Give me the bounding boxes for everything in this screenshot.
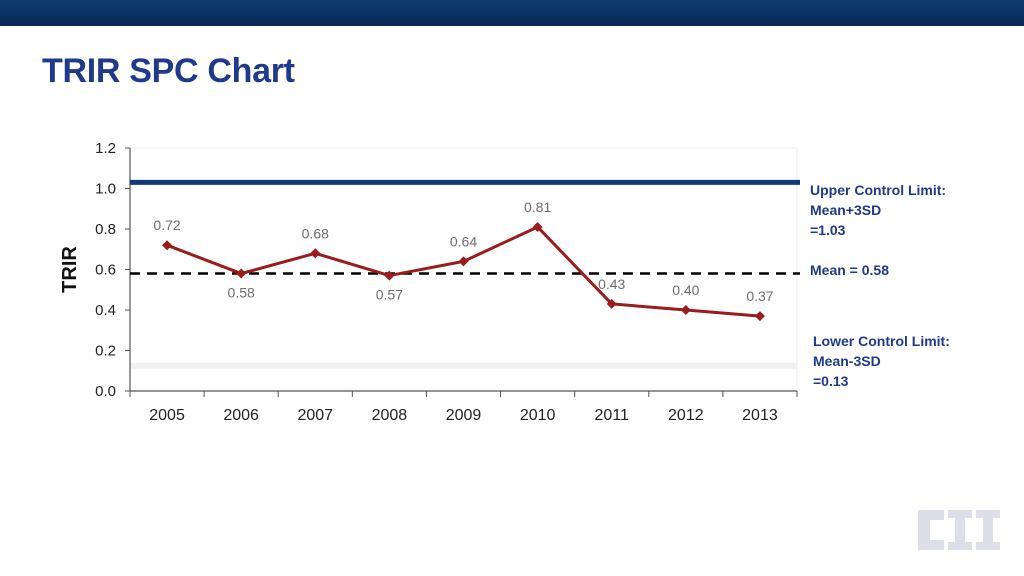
page-title: TRIR SPC Chart bbox=[42, 52, 295, 90]
x-tick-label: 2013 bbox=[742, 407, 778, 424]
mean-note-text: Mean = 0.58 bbox=[810, 262, 889, 278]
data-point bbox=[606, 298, 617, 309]
data-point bbox=[162, 240, 173, 251]
y-tick-label: 0.0 bbox=[95, 383, 116, 400]
cii-logo bbox=[918, 510, 1000, 550]
data-label: 0.57 bbox=[376, 287, 403, 303]
lcl-note-line-2: Mean-3SD bbox=[813, 353, 881, 369]
logo-letter-i bbox=[948, 510, 972, 550]
x-tick-label: 2010 bbox=[520, 407, 556, 424]
data-label: 0.81 bbox=[524, 199, 551, 215]
x-tick-label: 2012 bbox=[668, 407, 704, 424]
data-label: 0.37 bbox=[746, 288, 773, 304]
data-point bbox=[384, 270, 395, 281]
y-tick-label: 0.2 bbox=[95, 343, 116, 360]
data-label: 0.68 bbox=[302, 225, 329, 241]
y-tick-label: 1.2 bbox=[95, 140, 116, 157]
ucl-note-line-2: Mean+3SD bbox=[810, 202, 882, 218]
data-point bbox=[680, 305, 691, 315]
data-point bbox=[532, 221, 543, 232]
data-label: 0.72 bbox=[153, 217, 180, 233]
y-tick-label: 0.4 bbox=[95, 302, 116, 319]
x-tick-label: 2009 bbox=[446, 407, 482, 424]
x-tick-label: 2007 bbox=[297, 407, 333, 424]
ucl-note: Upper Control Limit: Mean+3SD =1.03 bbox=[810, 180, 946, 240]
y-axis-title: TRIR bbox=[59, 246, 81, 293]
x-tick-label: 2005 bbox=[149, 407, 185, 424]
x-tick-label: 2006 bbox=[223, 407, 259, 424]
y-tick-label: 0.6 bbox=[95, 262, 116, 279]
data-point bbox=[310, 248, 321, 259]
logo-letter-i-2 bbox=[976, 510, 1000, 550]
y-tick-label: 1.0 bbox=[95, 181, 116, 198]
data-point bbox=[754, 311, 765, 322]
lcl-note: Lower Control Limit: Mean-3SD =0.13 bbox=[813, 331, 950, 391]
ucl-note-line-1: Upper Control Limit: bbox=[810, 182, 947, 198]
data-label: 0.40 bbox=[672, 282, 699, 298]
x-tick-label: 2008 bbox=[372, 407, 408, 424]
logo-letter-c bbox=[918, 510, 944, 550]
data-point bbox=[236, 268, 247, 279]
data-label: 0.64 bbox=[450, 233, 477, 249]
data-point bbox=[458, 256, 469, 267]
header-bar bbox=[0, 0, 1024, 26]
ucl-note-line-3: =1.03 bbox=[810, 222, 846, 238]
data-label: 0.43 bbox=[598, 276, 625, 292]
y-tick-label: 0.8 bbox=[95, 221, 116, 238]
lcl-note-line-1: Lower Control Limit: bbox=[813, 333, 950, 349]
lcl-note-line-3: =0.13 bbox=[813, 373, 849, 389]
x-tick-label: 2011 bbox=[595, 407, 630, 424]
lcl-band bbox=[130, 362, 797, 369]
data-label: 0.58 bbox=[228, 285, 255, 301]
mean-note: Mean = 0.58 bbox=[810, 260, 889, 280]
